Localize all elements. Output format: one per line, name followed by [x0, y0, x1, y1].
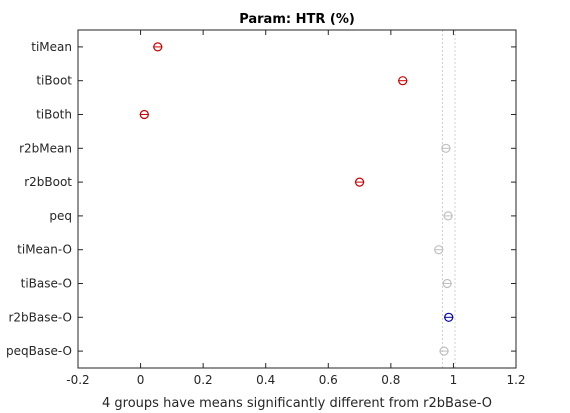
y-tick-label-tiBase-O: tiBase-O	[21, 277, 72, 291]
mean-marker-tiMean[interactable]	[153, 42, 163, 52]
y-tick-label-r2bBoot: r2bBoot	[24, 175, 72, 189]
mean-marker-tiMean-O[interactable]	[434, 245, 444, 255]
reference-interval-lines	[441, 30, 456, 368]
y-tick-label-tiMean-O: tiMean-O	[17, 243, 72, 257]
x-tick-label: 0	[137, 373, 145, 387]
x-tick-label: 0.4	[256, 373, 275, 387]
mean-marker-peq[interactable]	[443, 211, 453, 221]
y-tick-label-tiBoot: tiBoot	[36, 74, 72, 88]
mean-marker-r2bMean[interactable]	[441, 143, 451, 153]
axes-frame	[77, 29, 517, 369]
x-axis-ticks: -0.2 0 0.2 0.4 0.6 0.8 1 1.2	[66, 30, 526, 387]
y-axis-ticks: tiMean tiBoot tiBoth r2bMean r2bBoot peq tiMea…	[6, 40, 516, 358]
x-axis-label: 4 groups have means significantly differ…	[102, 396, 492, 411]
mean-marker-tiBoot[interactable]	[398, 76, 408, 86]
group-markers	[139, 42, 454, 356]
x-tick-label: 0.8	[381, 373, 400, 387]
mean-marker-r2bBase-O[interactable]	[444, 312, 454, 322]
y-tick-label-r2bBase-O: r2bBase-O	[8, 310, 72, 324]
x-tick-label: 0.6	[319, 373, 338, 387]
y-tick-label-tiBoth: tiBoth	[36, 108, 72, 122]
group-intervals	[139, 46, 454, 352]
mean-marker-tiBoth[interactable]	[139, 109, 149, 120]
mean-marker-peqBase-O[interactable]	[439, 346, 449, 356]
x-tick-label: 1	[450, 373, 458, 387]
x-tick-label: 0.2	[194, 373, 213, 387]
chart-title: Param: HTR (%)	[239, 12, 355, 27]
y-tick-label-peqBase-O: peqBase-O	[6, 344, 72, 358]
x-tick-label: 1.2	[506, 373, 525, 387]
y-tick-label-r2bMean: r2bMean	[19, 141, 72, 155]
mean-marker-r2bBoot[interactable]	[354, 177, 365, 187]
x-tick-label: -0.2	[66, 373, 89, 387]
y-tick-label-peq: peq	[49, 209, 72, 223]
plot-area-frame	[77, 29, 517, 369]
y-tick-label-tiMean: tiMean	[31, 40, 72, 54]
mean-marker-tiBase-O[interactable]	[442, 278, 452, 289]
